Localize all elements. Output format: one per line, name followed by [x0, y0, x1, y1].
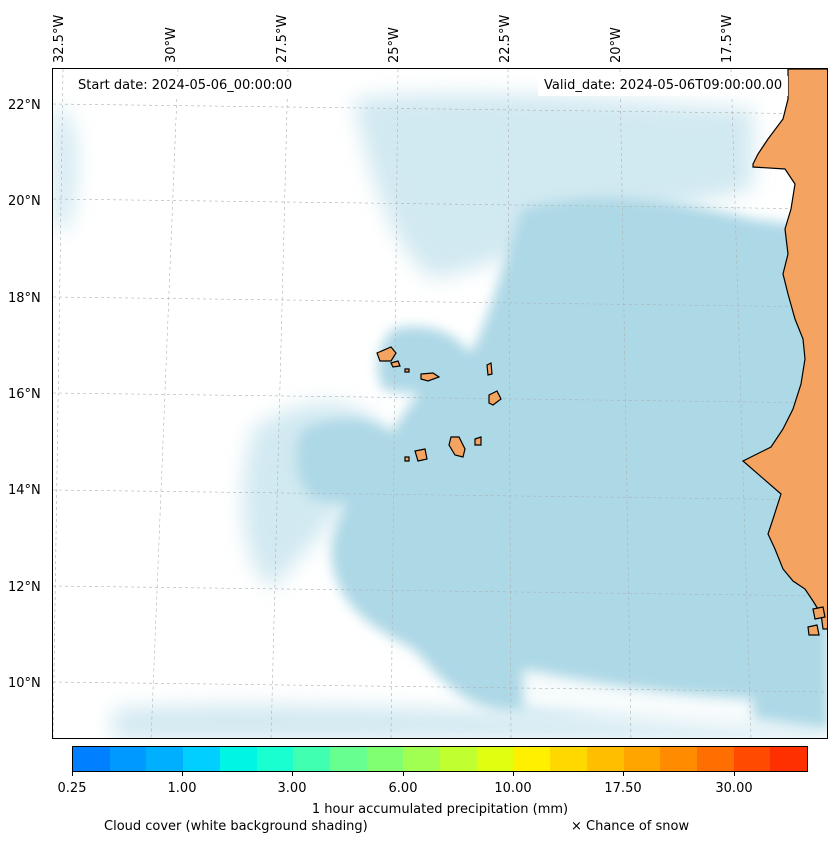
colorbar-swatch-5 [256, 747, 294, 771]
colorbar-label: 1 hour accumulated precipitation (mm) [311, 802, 569, 817]
cb-tick-label-4: 10.00 [494, 781, 532, 796]
colorbar-swatch-10 [440, 747, 477, 771]
colorbar-swatch-13 [550, 747, 587, 771]
clear-sky-notch [523, 669, 753, 724]
island-sao-nicolau [420, 372, 441, 382]
cb-tickmark-1 [182, 772, 183, 776]
precipitation-colorbar [72, 746, 808, 772]
cb-tick-label-0: 0.25 [57, 781, 87, 796]
gridlines [53, 69, 827, 738]
lat-label-22n: 22°N [8, 98, 41, 113]
lat-label-16n: 16°N [8, 387, 41, 402]
valid-date: Valid_date: 2024-05-06T09:00:00.00 [538, 76, 789, 96]
cloud-cover-label: Cloud cover (white background shading) [104, 819, 368, 834]
colorbar-swatch-15 [623, 747, 661, 771]
lon-label-27-5w: 27.5°W [275, 14, 290, 63]
cb-tick-label-3: 6.00 [388, 781, 418, 796]
colorbar-swatch-9 [403, 747, 441, 771]
bijagos-island-1 [812, 606, 826, 620]
colorbar-swatch-16 [660, 747, 697, 771]
cb-tickmark-4 [513, 772, 514, 776]
lon-label-30w: 30°W [164, 27, 179, 63]
lon-label-32-5w: 32.5°W [52, 14, 67, 63]
map-canvas [53, 69, 827, 738]
map-panel [52, 68, 828, 739]
colorbar-swatch-0 [73, 747, 110, 771]
colorbar-swatch-11 [476, 747, 514, 771]
colorbar-swatch-4 [219, 747, 257, 771]
lon-label-20w: 20°W [609, 27, 624, 63]
colorbar-swatch-2 [146, 747, 184, 771]
colorbar-swatch-1 [109, 747, 147, 771]
lat-label-18n: 18°N [8, 291, 41, 306]
cb-tick-label-5: 17.50 [604, 781, 642, 796]
colorbar-swatch-18 [733, 747, 771, 771]
lat-label-10n: 10°N [8, 676, 41, 691]
colorbar-swatch-7 [329, 747, 367, 771]
snow-chance-label: × Chance of snow [571, 819, 690, 834]
island-fogo [414, 448, 428, 462]
island-brava [404, 456, 410, 462]
island-maio [474, 436, 482, 446]
colorbar-swatch-17 [696, 747, 734, 771]
cb-tickmark-2 [292, 772, 293, 776]
cb-tickmark-5 [623, 772, 624, 776]
colorbar-swatch-3 [183, 747, 220, 771]
africa-mainland [741, 69, 827, 630]
colorbar-swatch-14 [586, 747, 624, 771]
island-sal [486, 362, 493, 376]
lon-label-17-5w: 17.5°W [720, 14, 735, 63]
bijagos-island-2 [807, 624, 820, 636]
island-santo-antao [376, 346, 397, 362]
cb-tick-label-6: 30.00 [715, 781, 753, 796]
lat-label-14n: 14°N [8, 483, 41, 498]
cb-tickmark-3 [403, 772, 404, 776]
colorbar-swatch-8 [366, 747, 404, 771]
colorbar-swatch-6 [293, 747, 330, 771]
cb-tickmark-6 [734, 772, 735, 776]
lat-label-12n: 12°N [8, 580, 41, 595]
cb-tickmark-0 [72, 772, 73, 776]
cb-tick-label-1: 1.00 [167, 781, 197, 796]
colorbar-swatch-19 [770, 747, 808, 771]
lon-label-25w: 25°W [387, 27, 402, 63]
cloud-cover-mass [296, 198, 827, 729]
lat-label-20n: 20°N [8, 194, 41, 209]
start-date: Start date: 2024-05-06_00:00:00 [72, 76, 299, 96]
colorbar-swatch-12 [513, 747, 551, 771]
island-boa-vista [488, 390, 502, 406]
island-sao-vicente [390, 360, 401, 368]
lon-label-22-5w: 22.5°W [498, 14, 513, 63]
island-santa-luzia [404, 368, 410, 373]
island-santiago [448, 436, 466, 458]
cb-tick-label-2: 3.00 [277, 781, 307, 796]
